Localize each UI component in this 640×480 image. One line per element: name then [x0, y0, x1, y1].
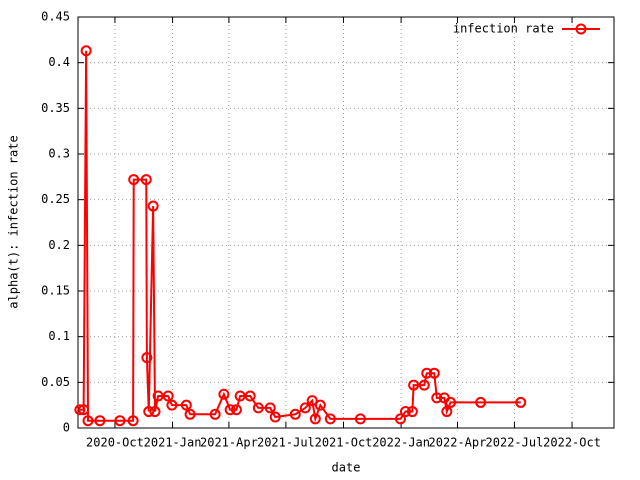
x-tick-label: 2021-Oct [315, 436, 373, 450]
data-point [128, 174, 140, 186]
data-point [230, 404, 242, 416]
data-point [94, 415, 106, 427]
data-point [406, 406, 418, 418]
data-point [264, 402, 276, 414]
data-point [141, 352, 153, 364]
y-tick-label: 0.1 [48, 329, 70, 343]
data-point [431, 392, 443, 404]
y-tick-label: 0.25 [41, 192, 70, 206]
data-point [184, 408, 196, 420]
y-tick-label: 0.15 [41, 284, 70, 298]
y-tick-label: 0.4 [48, 55, 70, 69]
data-point [324, 413, 336, 425]
data-point [209, 408, 221, 420]
legend-label: infection rate [453, 22, 554, 36]
y-tick-label: 0.3 [48, 147, 70, 161]
series-line [79, 50, 521, 423]
data-point [80, 45, 92, 57]
x-tick-label: 2021-Jan [144, 436, 202, 450]
data-point [82, 415, 94, 427]
data-point [399, 406, 411, 418]
data-point [418, 379, 430, 391]
data-point [306, 395, 318, 407]
data-point [127, 415, 139, 427]
plot-frame [77, 16, 615, 429]
data-point [309, 413, 321, 425]
y-tick-label: 0.35 [41, 101, 70, 115]
legend-swatch [575, 23, 587, 35]
data-point [234, 390, 246, 402]
data-point [408, 379, 420, 391]
y-tick-label: 0.45 [41, 10, 70, 24]
data-point [299, 402, 311, 414]
data-point [149, 406, 161, 418]
data-point [152, 390, 164, 402]
x-tick-label: 2022-Jan [372, 436, 430, 450]
data-point [428, 367, 440, 379]
data-point [140, 174, 152, 186]
x-tick-label: 2021-Jul [257, 436, 315, 450]
data-point [147, 200, 159, 212]
x-tick-label: 2022-Apr [429, 436, 487, 450]
x-tick-label: 2020-Oct [86, 436, 144, 450]
data-point [314, 399, 326, 411]
data-point [445, 396, 457, 408]
x-tick-label: 2021-Apr [200, 436, 258, 450]
data-point [394, 413, 406, 425]
data-point [180, 399, 192, 411]
data-point [244, 390, 256, 402]
data-point [515, 396, 527, 408]
data-point [143, 406, 155, 418]
data-point [166, 399, 178, 411]
data-point [74, 404, 86, 416]
data-point [252, 402, 264, 414]
data-point [162, 390, 174, 402]
y-tick-label: 0 [63, 421, 70, 435]
data-point [441, 406, 453, 418]
data-point [269, 411, 281, 423]
data-point [475, 396, 487, 408]
x-tick-label: 2022-Oct [543, 436, 601, 450]
y-tick-label: 0.05 [41, 375, 70, 389]
data-point [224, 404, 236, 416]
data-point [114, 415, 126, 427]
data-point [78, 404, 90, 416]
x-tick-label: 2022-Jul [486, 436, 544, 450]
data-point [289, 408, 301, 420]
y-tick-label: 0.2 [48, 238, 70, 252]
y-axis-label: alpha(t): infection rate [7, 135, 21, 308]
data-point [421, 367, 433, 379]
data-point [354, 413, 366, 425]
x-axis-label: date [332, 461, 361, 475]
data-point [218, 388, 230, 400]
